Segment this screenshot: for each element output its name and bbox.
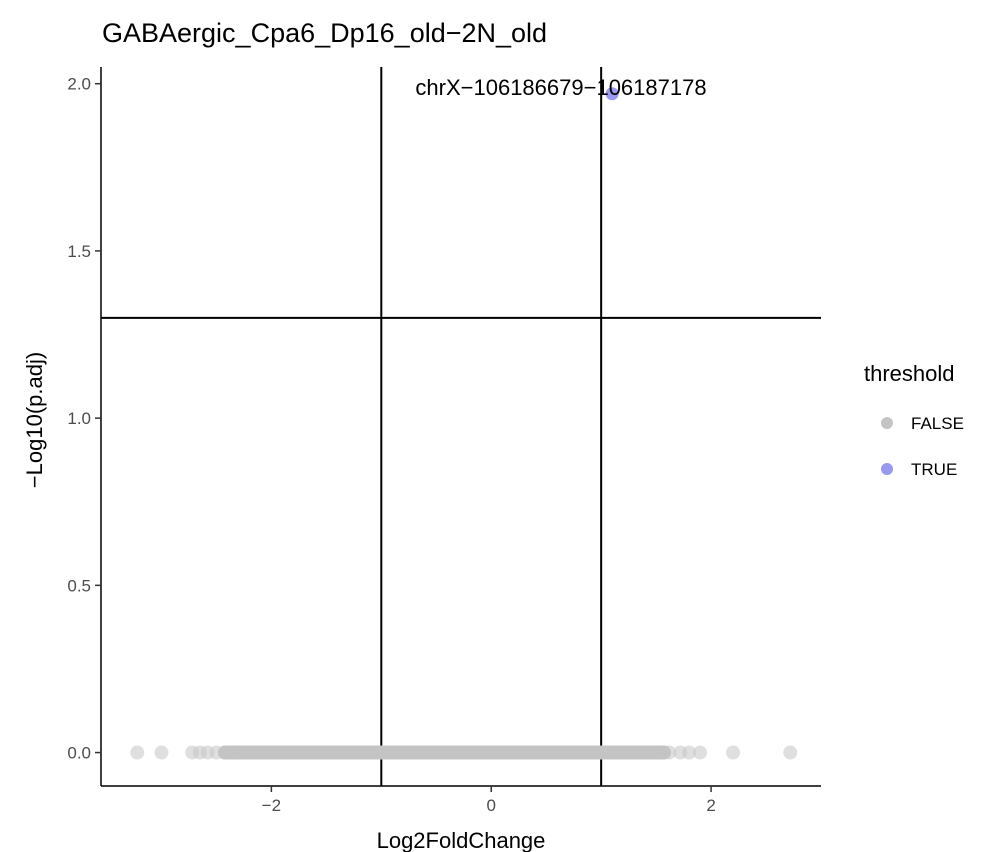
y-tick-label: 1.5 (67, 242, 91, 261)
data-point-significant (605, 87, 619, 101)
data-point (154, 745, 169, 760)
data-point (783, 745, 798, 760)
threshold-lines (101, 67, 821, 786)
point-cluster (217, 745, 672, 760)
x-tick-label: 0 (486, 796, 495, 815)
series-false-points (130, 745, 798, 760)
x-tick-label: 2 (706, 796, 715, 815)
y-tick-label: 0.5 (67, 576, 91, 595)
legend-key-false (881, 417, 893, 429)
x-axis-title: Log2FoldChange (377, 828, 546, 852)
y-tick-label: 1.0 (67, 409, 91, 428)
data-point (682, 745, 697, 760)
y-axis-title: −Log10(p.adj) (22, 352, 47, 488)
point-annotations: chrX−106186679−106187178 (415, 75, 706, 100)
chart-title: GABAergic_Cpa6_Dp16_old−2N_old (102, 18, 547, 48)
x-tick-label: −2 (262, 796, 281, 815)
legend-key-true (881, 463, 893, 475)
legend-label-false: FALSE (911, 414, 964, 433)
legend-label-true: TRUE (911, 460, 957, 479)
legend: threshold FALSE TRUE (864, 361, 964, 479)
legend-title: threshold (864, 361, 955, 386)
data-point (693, 745, 708, 760)
x-axis-ticks: −2 0 2 (262, 786, 716, 815)
y-tick-label: 0.0 (67, 744, 91, 763)
data-point (225, 745, 240, 760)
series-true-points (605, 87, 619, 101)
point-label: chrX−106186679−106187178 (415, 75, 706, 100)
y-axis-ticks: 0.0 0.5 1.0 1.5 2.0 (67, 75, 101, 763)
data-point (662, 745, 677, 760)
data-point (130, 745, 145, 760)
data-point (726, 745, 741, 760)
y-tick-label: 2.0 (67, 75, 91, 94)
